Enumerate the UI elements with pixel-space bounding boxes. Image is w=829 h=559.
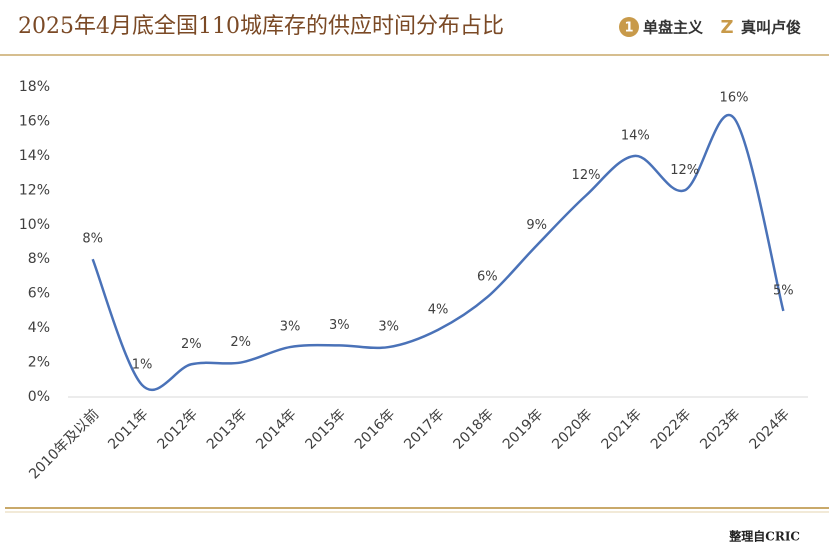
data-label: 2% (230, 335, 251, 350)
y-tick-label: 10% (19, 217, 50, 233)
data-label: 3% (280, 320, 301, 335)
logo-2: Z 真叫卢俊 (720, 17, 801, 38)
y-tick-label: 6% (28, 286, 50, 302)
y-tick-label: 14% (19, 148, 50, 164)
data-label: 9% (526, 218, 547, 233)
data-label: 12% (572, 168, 601, 183)
x-tick-label: 2018年 (451, 406, 497, 452)
data-label: 4% (428, 302, 449, 317)
y-tick-label: 16% (19, 113, 50, 129)
data-label: 5% (773, 283, 794, 298)
x-tick-label: 2010年及以前 (26, 406, 103, 483)
y-tick-label: 8% (28, 251, 50, 267)
data-label: 12% (670, 163, 699, 178)
data-line (91, 113, 785, 392)
data-label: 6% (477, 270, 498, 285)
logo-icon (619, 17, 639, 37)
logo-mark: Z (720, 17, 733, 38)
data-label: 3% (329, 318, 350, 333)
y-tick-label: 4% (28, 320, 50, 336)
x-tick-label: 2016年 (352, 406, 398, 452)
logo-1: 1 单盘主义 (619, 17, 703, 37)
y-tick-label: 2% (28, 355, 50, 371)
x-tick-label: 2020年 (549, 406, 595, 452)
y-tick-label: 12% (19, 182, 50, 198)
source: 整理自CRIC (728, 529, 800, 544)
x-tick-label: 2015年 (303, 406, 349, 452)
x-tick-label: 2019年 (500, 406, 546, 452)
x-tick-label: 2022年 (648, 406, 694, 452)
x-tick-label: 2011年 (105, 406, 151, 452)
data-label: 3% (378, 320, 399, 335)
x-tick-label: 2023年 (697, 406, 743, 452)
data-label: 14% (621, 128, 650, 143)
data-label: 16% (720, 91, 749, 106)
data-label: 2% (181, 337, 202, 352)
x-tick-label: 2013年 (204, 406, 250, 452)
x-tick-label: 2024年 (747, 406, 793, 452)
x-tick-label: 2017年 (401, 406, 447, 452)
x-tick-label: 2021年 (599, 406, 645, 452)
data-label: 8% (82, 232, 103, 247)
data-label: 1% (132, 357, 153, 372)
y-tick-label: 18% (19, 79, 50, 95)
x-tick-label: 2012年 (155, 406, 201, 452)
y-tick-label: 0% (28, 389, 50, 405)
logo-text: 单盘主义 (643, 19, 703, 37)
logo-text: 真叫卢俊 (741, 19, 801, 37)
chart-title: 2025年4月底全国110城库存的供应时间分布占比 (18, 14, 504, 39)
logo-mark: 1 (624, 21, 633, 36)
x-tick-label: 2014年 (253, 406, 299, 452)
